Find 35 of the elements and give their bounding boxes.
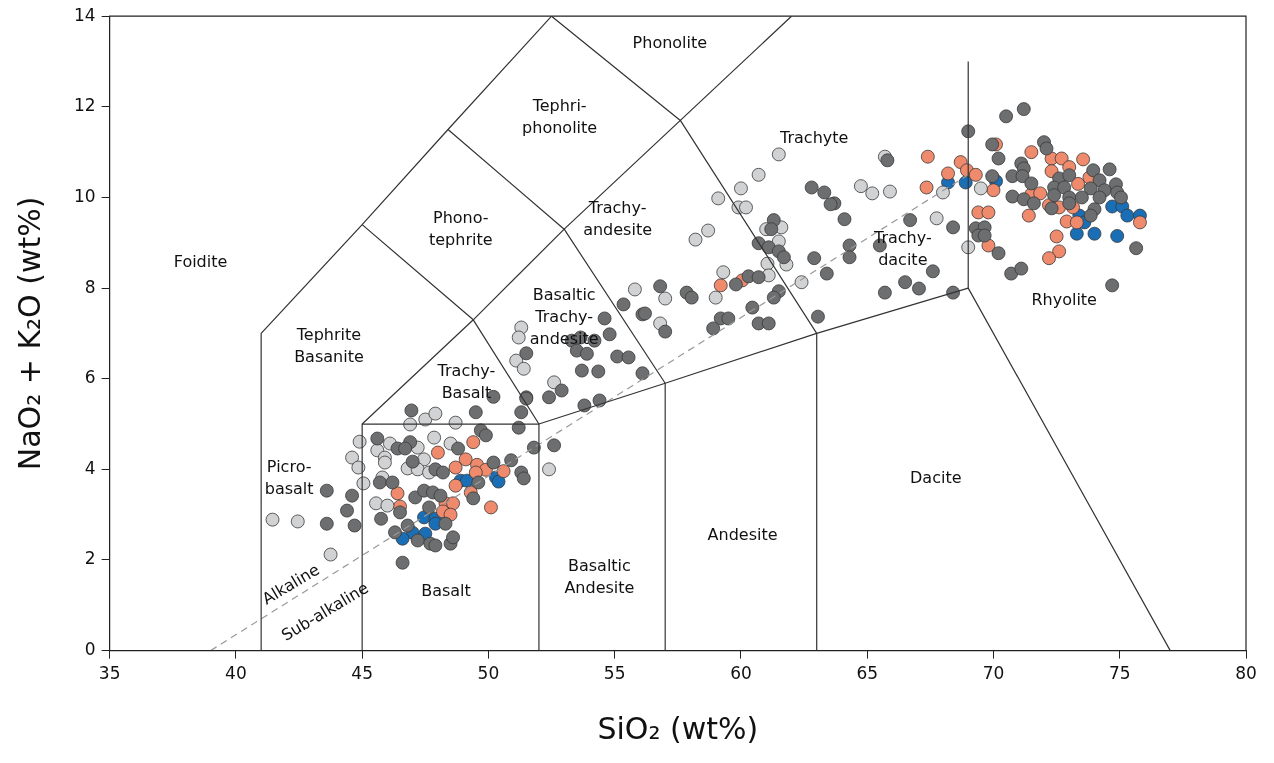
annotation: Trachyte: [779, 127, 849, 147]
x-axis-title: SiO₂ (wt%): [597, 710, 759, 746]
x-tick-label: 55: [603, 663, 626, 684]
x-tick-label: 45: [351, 663, 373, 684]
y-tick-label: 6: [84, 367, 96, 388]
x-tick-label: 65: [856, 663, 879, 684]
annotation: Tephri- phonolite: [522, 96, 598, 138]
annotation: Phonolite: [632, 32, 708, 52]
x-tick-label: 35: [98, 663, 121, 684]
annotation: Andesite: [707, 524, 778, 544]
x-tick-label: 80: [1235, 663, 1257, 684]
y-tick-label: 12: [73, 95, 96, 116]
annotation: Rhyolite: [1031, 289, 1097, 309]
y-tick-label: 2: [84, 548, 96, 569]
annotation: Basaltic Andesite: [564, 556, 635, 598]
y-tick-label: 0: [84, 639, 96, 660]
annotation: Trachy- Basalt: [436, 361, 496, 403]
annotation: Basalt: [421, 580, 471, 600]
y-tick-label: 4: [84, 457, 96, 478]
x-tick-label: 60: [730, 663, 752, 684]
annotation: Foidite: [173, 251, 228, 271]
annotation: Dacite: [910, 467, 962, 487]
annotation: Trachy- andesite: [583, 198, 653, 239]
y-tick-label: 8: [84, 276, 96, 297]
y-tick-label: 14: [73, 4, 96, 25]
y-axis-title: NaO₂ + K₂O (wt%): [11, 196, 47, 471]
y-tick-label: 10: [73, 185, 96, 206]
x-tick-label: 40: [225, 663, 247, 684]
annotation: Picro- basalt: [264, 456, 314, 498]
x-tick-label: 70: [982, 663, 1005, 684]
annotation: Phono- tephrite: [428, 207, 493, 249]
annotation: Tephrite Basanite: [294, 324, 364, 366]
annotation: Trachy- dacite: [872, 228, 932, 270]
x-tick-label: 50: [477, 663, 500, 684]
x-tick-label: 75: [1108, 663, 1131, 684]
